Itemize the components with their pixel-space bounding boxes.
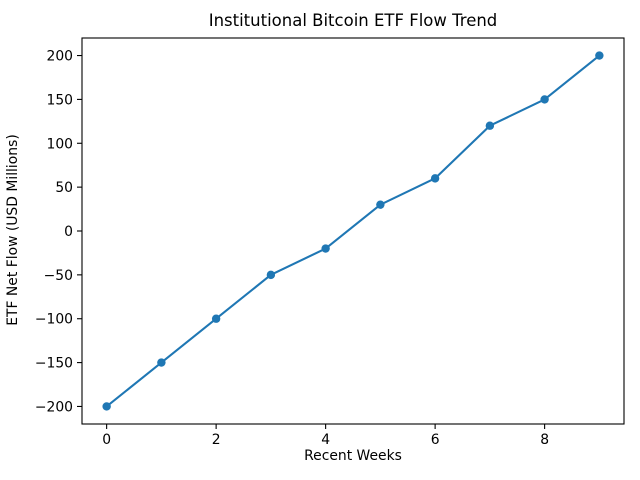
data-point-marker	[485, 121, 495, 130]
data-point-marker	[321, 244, 330, 253]
data-point-marker	[540, 95, 549, 104]
trend-line	[105, 54, 601, 408]
x-tick-label: 2	[212, 432, 221, 448]
chart-title: Institutional Bitcoin ETF Flow Trend	[209, 11, 498, 30]
x-axis-label: Recent Weeks	[304, 448, 402, 464]
y-tick-label: −100	[35, 312, 73, 328]
y-tick-label: −150	[35, 356, 73, 372]
data-point-marker	[430, 174, 440, 183]
x-tick-label: 0	[102, 432, 111, 448]
y-tick-label: 0	[64, 224, 73, 240]
x-tick-label: 4	[321, 432, 330, 448]
y-tick-label: 50	[55, 180, 73, 196]
plot-area: 0 2 4 6 8 −200 −150 −100 −50 0 50 100 150 200	[35, 37, 625, 448]
data-point-marker	[266, 270, 276, 280]
y-tick-label: 100	[46, 136, 73, 152]
data-point-marker	[595, 51, 604, 60]
data-point-marker	[211, 314, 221, 323]
x-tick-label: 6	[431, 432, 440, 448]
y-tick-label: −200	[35, 399, 73, 415]
data-point-marker	[102, 402, 111, 411]
y-axis-label: ETF Net Flow (USD Millions)	[5, 134, 21, 326]
y-tick-label: 200	[46, 49, 73, 65]
data-point-marker	[376, 200, 385, 209]
y-tick-label: 150	[46, 92, 73, 108]
y-tick-label: −50	[44, 268, 73, 284]
x-tick-label: 8	[540, 432, 549, 448]
data-point-marker	[157, 358, 166, 367]
